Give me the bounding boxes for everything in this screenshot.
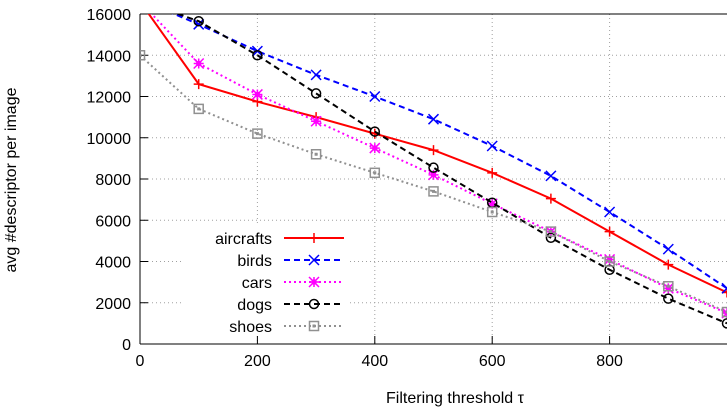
x-tick-label: 200 [244,353,271,370]
legend-label-shoes: shoes [229,319,272,336]
y-tick-label: 12000 [87,90,132,107]
legend-marker-birds [308,254,320,266]
data-point-birds [427,113,440,125]
data-point-aircrafts [193,79,204,90]
data-point-birds [545,170,557,182]
data-point-shoes [486,206,498,218]
data-point-cars [662,282,674,294]
legend-background [182,226,350,336]
y-tick-label: 8000 [95,172,131,189]
legend-label-birds: birds [237,253,272,270]
x-tick-label: 600 [479,353,506,370]
data-point-dogs [310,88,322,99]
y-tick-label: 14000 [87,48,132,65]
data-point-dogs [428,162,439,173]
data-point-birds [369,90,381,103]
x-tick-label: 0 [136,353,145,370]
data-point-aircrafts [545,193,556,204]
data-point-cars [604,253,616,265]
data-point-shoes [252,128,263,139]
data-point-shoes [604,256,615,267]
y-tick-label: 10000 [87,131,132,148]
data-point-shoes [721,306,727,318]
legend-label-cars: cars [242,275,272,292]
legend-marker-dogs [308,298,320,310]
x-axis-title: Filtering threshold τ [386,390,525,407]
data-point-shoes [193,103,204,115]
y-tick-label: 0 [122,337,131,354]
y-tick-label: 6000 [95,213,131,230]
data-point-birds [486,140,498,152]
data-point-birds [604,206,616,218]
data-point-birds [662,243,674,255]
axes: 0 2000 4000 6000 8000 10000 12000 14000 16000 0 20… [87,7,727,370]
data-point-dogs [721,318,727,329]
data-point-cars [486,198,498,210]
data-point-cars [193,57,205,70]
y-tick-label: 4000 [95,255,131,272]
data-point-aircrafts [487,167,498,178]
legend-label-aircrafts: aircrafts [215,231,272,248]
data-point-birds [193,18,205,30]
data-point-dogs [663,293,674,304]
data-point-shoes [369,167,381,179]
data-point-aircrafts [663,259,674,270]
data-point-dogs [545,232,557,244]
y-tick-label: 16000 [87,7,132,24]
data-point-shoes [545,226,557,237]
data-point-shoes [310,149,322,160]
y-tick-label: 2000 [95,296,131,313]
legend-label-dogs: dogs [237,297,272,314]
data-point-birds [721,282,727,294]
legend-marker-shoes [308,320,320,332]
data-point-aircrafts [604,226,615,237]
data-point-birds [310,69,322,81]
data-point-shoes [140,50,146,61]
series-line-dogs [175,14,727,325]
data-point-dogs [369,126,381,137]
legend: aircrafts birds cars dogs shoes [182,226,350,336]
series-group [140,14,727,329]
data-point-dogs [193,15,204,27]
x-tick-label: 400 [361,353,388,370]
legend-marker-aircrafts [309,233,319,243]
legend-marker-cars [308,276,320,288]
data-point-cars [251,88,263,100]
series-line-shoes [140,54,727,313]
data-point-cars [427,169,440,181]
y-axis-title: avg #descriptor per image [3,87,20,272]
data-point-shoes [428,186,439,197]
data-point-aircrafts [428,145,439,156]
data-point-cars [310,115,322,127]
data-point-cars [369,142,381,154]
x-tick-label: 800 [596,353,623,370]
data-point-dogs [252,50,263,61]
data-point-shoes [663,281,674,292]
